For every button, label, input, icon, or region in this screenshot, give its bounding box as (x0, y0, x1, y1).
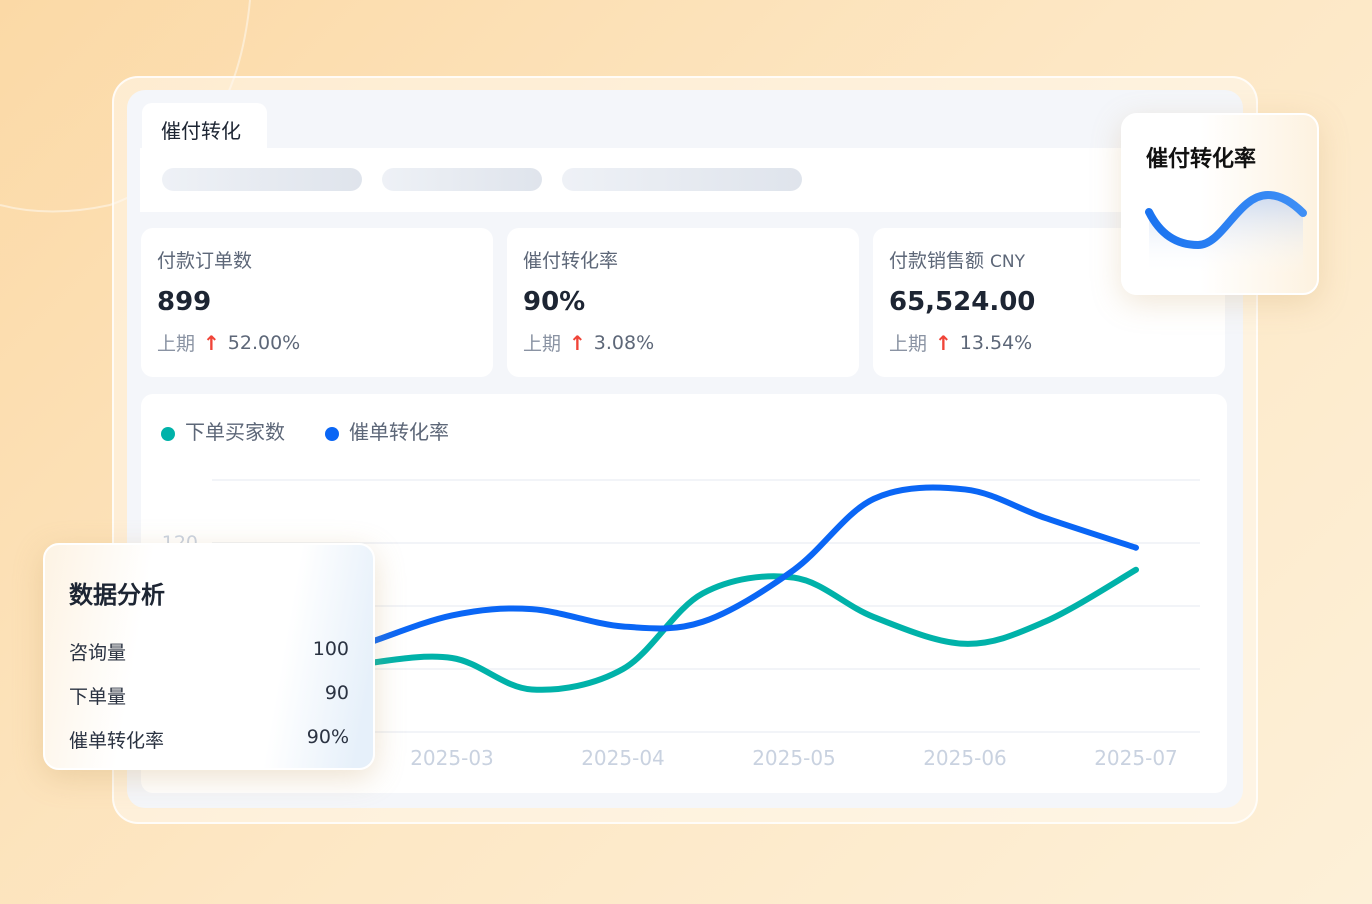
prev-period-label: 上期 (523, 333, 562, 355)
row-value: 90 (324, 682, 349, 704)
row-label: 催单转化率 (69, 730, 165, 752)
legend-dot-icon (161, 426, 175, 441)
x-tick-label: 2025-03 (410, 746, 494, 770)
legend-label: 下单买家数 (185, 420, 285, 444)
arrow-up-icon: ↑ (569, 330, 586, 355)
tab-payment-conversion[interactable]: 催付转化 (142, 103, 267, 149)
wave-line-chart-icon (1145, 190, 1307, 275)
kpi-value: 65,524.00 (889, 287, 1036, 317)
conversion-rate-card: 催付转化率 (1121, 113, 1319, 295)
analysis-row: 下单量 90 (69, 682, 349, 709)
kpi-title-text: 催付转化率 (523, 250, 619, 272)
legend-item[interactable]: 下单买家数 (161, 416, 285, 445)
filter-placeholder (162, 168, 362, 191)
kpi-change: 13.54% (959, 331, 1033, 354)
arrow-up-icon: ↑ (203, 330, 220, 355)
prev-period-label: 上期 (889, 333, 928, 355)
x-tick-label: 2025-05 (752, 746, 836, 770)
row-label: 咨询量 (69, 642, 127, 664)
prev-period-label: 上期 (157, 333, 196, 355)
x-tick-label: 2025-04 (581, 746, 665, 770)
filter-placeholder (382, 168, 542, 191)
kpi-change: 3.08% (593, 331, 655, 354)
analysis-row: 催单转化率 90% (69, 726, 349, 753)
kpi-change: 52.00% (227, 331, 301, 354)
kpi-comparison: 上期 ↑ 52.00% (157, 329, 477, 356)
x-tick-label: 2025-06 (923, 746, 1007, 770)
analysis-row: 咨询量 100 (69, 638, 349, 665)
arrow-up-icon: ↑ (935, 330, 952, 355)
kpi-value: 899 (157, 287, 212, 317)
kpi-value: 90% (523, 287, 586, 317)
float-card-title: 催付转化率 (1146, 147, 1257, 172)
kpi-comparison: 上期 ↑ 13.54% (889, 329, 1209, 356)
x-tick-label: 2025-07 (1094, 746, 1178, 770)
row-value: 100 (312, 638, 349, 660)
row-label: 下单量 (69, 686, 127, 708)
kpi-card: 付款订单数 899 上期 ↑ 52.00% (141, 228, 493, 377)
legend-label: 催单转化率 (349, 420, 449, 444)
kpi-title: 付款订单数 (157, 246, 477, 273)
kpi-title-text: 付款销售额 (889, 250, 985, 272)
filter-placeholder (562, 168, 802, 191)
kpi-title: 催付转化率 (523, 246, 843, 273)
kpi-title-text: 付款订单数 (157, 250, 253, 272)
series-line-1 (278, 566, 1139, 693)
row-value: 90% (306, 726, 349, 748)
data-analysis-card: 数据分析 咨询量 100 下单量 90 催单转化率 90% (43, 543, 375, 770)
analysis-title: 数据分析 (69, 581, 165, 609)
series-line-2 (278, 484, 1139, 674)
kpi-card: 催付转化率 90% 上期 ↑ 3.08% (507, 228, 859, 377)
chart-legend: 下单买家数 催单转化率 (161, 416, 449, 445)
kpi-title: 付款销售额 CNY (889, 246, 1209, 273)
kpi-unit: CNY (990, 252, 1025, 272)
legend-dot-icon (325, 426, 339, 441)
kpi-comparison: 上期 ↑ 3.08% (523, 329, 843, 356)
legend-item[interactable]: 催单转化率 (325, 416, 449, 445)
